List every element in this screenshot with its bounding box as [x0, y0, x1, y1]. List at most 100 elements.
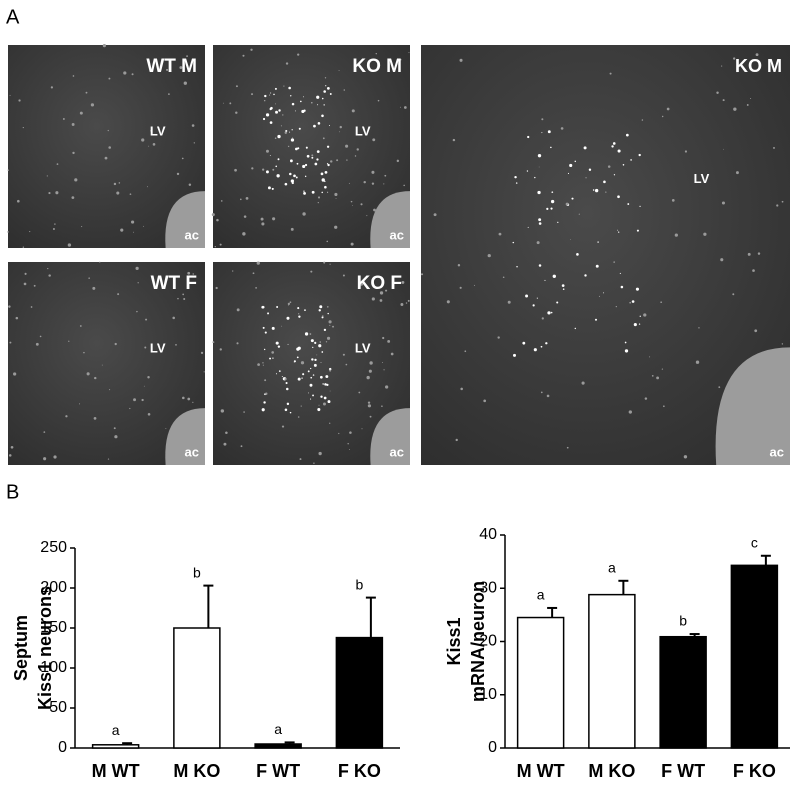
grain — [656, 376, 660, 380]
grain — [269, 155, 271, 156]
grain — [703, 232, 707, 236]
grain — [356, 148, 359, 151]
grain — [311, 190, 315, 194]
grain — [135, 266, 139, 270]
grain — [666, 107, 670, 111]
grain — [515, 182, 518, 184]
grain — [379, 291, 384, 295]
grain — [578, 213, 580, 215]
grain — [639, 315, 641, 317]
grain — [86, 372, 90, 376]
grain — [72, 75, 75, 77]
grain — [613, 261, 615, 263]
grain — [754, 329, 758, 333]
grain — [585, 177, 587, 179]
grain — [636, 229, 639, 232]
grain — [433, 213, 437, 217]
micrograph-label: ac — [390, 227, 404, 242]
y-axis-label: Septum — [11, 615, 31, 681]
grain — [747, 252, 751, 256]
grain — [297, 346, 301, 350]
grain — [301, 377, 303, 379]
grain — [323, 90, 326, 93]
grain — [352, 205, 353, 206]
grain — [752, 269, 755, 272]
grain — [300, 361, 305, 365]
bar — [588, 593, 636, 749]
grain — [552, 274, 556, 278]
grain — [584, 274, 587, 277]
grain — [525, 294, 529, 298]
grain — [379, 299, 383, 302]
grain — [284, 408, 288, 412]
grain — [260, 217, 264, 221]
grain — [147, 376, 150, 379]
grain — [342, 353, 345, 356]
grain — [303, 191, 306, 195]
grain — [278, 370, 281, 372]
grain — [329, 93, 332, 95]
grain — [269, 357, 272, 360]
grain — [617, 229, 619, 231]
grain — [643, 313, 647, 317]
grain — [284, 378, 287, 381]
grain — [536, 297, 538, 299]
grain — [387, 339, 391, 343]
grain — [120, 228, 124, 232]
grain — [464, 350, 467, 353]
grain — [385, 289, 388, 292]
grain — [113, 182, 117, 186]
grain — [377, 99, 380, 102]
grain — [721, 201, 725, 205]
grain — [368, 369, 372, 373]
grain — [236, 342, 239, 345]
grain — [698, 327, 700, 329]
grain — [286, 402, 290, 406]
grain — [290, 227, 294, 231]
grain — [473, 284, 475, 286]
grain — [179, 66, 183, 70]
grain — [326, 240, 329, 243]
grain — [72, 151, 75, 155]
grain — [256, 261, 260, 265]
grain — [541, 132, 543, 134]
grain — [304, 309, 306, 311]
grain — [323, 328, 327, 332]
grain — [544, 279, 546, 281]
grain — [334, 225, 338, 229]
grain — [302, 373, 305, 376]
grain — [262, 117, 266, 121]
grain — [311, 358, 314, 361]
grain — [537, 153, 542, 158]
grain — [781, 200, 784, 203]
grain — [546, 394, 550, 398]
grain — [349, 431, 352, 434]
grain — [631, 300, 635, 303]
grain — [17, 199, 20, 203]
grain — [722, 99, 725, 102]
grain — [316, 95, 320, 99]
grain — [68, 340, 70, 342]
grain — [306, 154, 310, 158]
grain — [320, 395, 323, 398]
grain — [323, 104, 325, 106]
grain — [285, 381, 288, 385]
grain — [556, 301, 559, 304]
grain — [381, 405, 383, 407]
grain — [271, 187, 274, 190]
grain — [382, 362, 383, 364]
grain — [781, 343, 784, 345]
grain — [211, 213, 215, 217]
y-tick-label: 10 — [479, 686, 497, 703]
grain — [300, 100, 302, 103]
grain — [607, 165, 611, 168]
grain — [329, 263, 331, 265]
grain — [735, 171, 739, 175]
grain — [350, 242, 354, 246]
grain — [550, 207, 553, 210]
grain — [83, 351, 85, 354]
grain — [148, 145, 150, 147]
grain — [627, 203, 630, 205]
grain — [176, 172, 180, 176]
grain — [560, 127, 564, 130]
